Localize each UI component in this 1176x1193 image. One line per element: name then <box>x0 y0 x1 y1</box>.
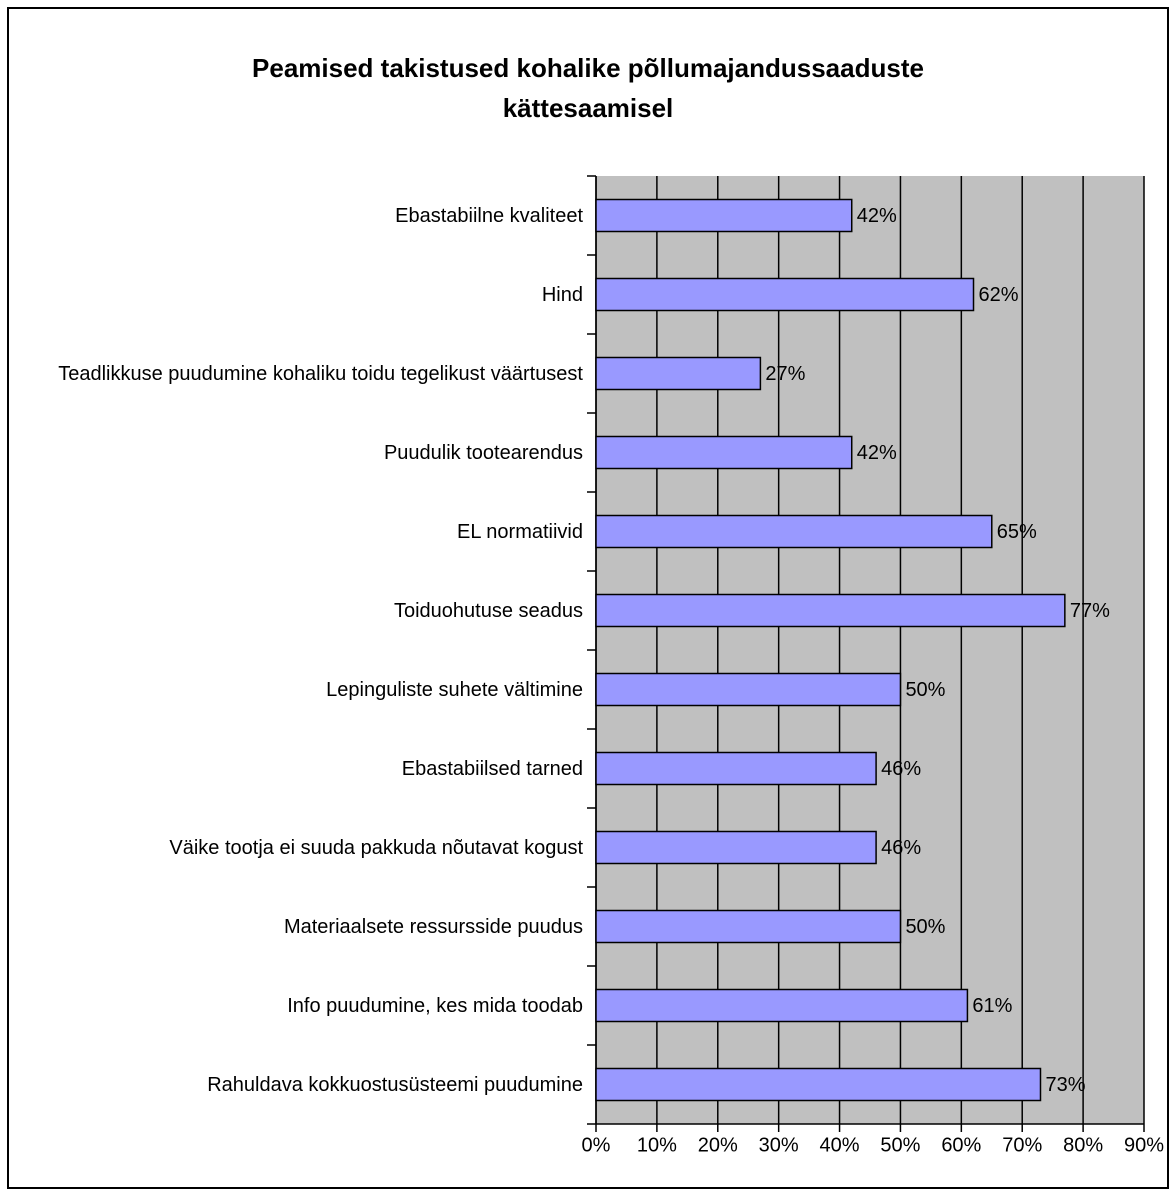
bar <box>595 988 969 1023</box>
data-label: 77% <box>1070 600 1110 622</box>
x-tick-label: 80% <box>1063 1134 1103 1156</box>
category-label-box: Puudulik tootearendus <box>13 439 583 467</box>
data-label: 73% <box>1045 1074 1085 1096</box>
category-label-box: Hind <box>13 281 583 309</box>
y-tick-label: Teadlikkuse puudumine kohaliku toidu teg… <box>58 362 583 385</box>
data-label: 27% <box>765 363 805 385</box>
x-tick-label: 70% <box>1002 1134 1042 1156</box>
bar <box>595 830 877 865</box>
data-label: 42% <box>857 205 897 227</box>
bar <box>595 751 877 786</box>
x-tick-label: 40% <box>820 1134 860 1156</box>
y-tick-label: Puudulik tootearendus <box>383 441 583 464</box>
category-label-box: Väike tootja ei suuda pakkuda nõutavat k… <box>13 834 583 862</box>
y-tick-label: Info puudumine, kes mida toodab <box>287 994 583 1017</box>
y-tick-label: Materiaalsete ressursside puudus <box>283 915 583 938</box>
bar <box>595 593 1066 628</box>
y-tick-label: Ebastabiilne kvaliteet <box>395 204 583 227</box>
data-label: 46% <box>881 758 921 780</box>
bar <box>595 198 853 233</box>
x-tick-label: 30% <box>759 1134 799 1156</box>
category-label-box: Ebastabiilne kvaliteet <box>13 202 583 230</box>
category-label-box: Rahuldava kokkuostusüsteemi puudumine <box>13 1071 583 1099</box>
plot-area <box>596 176 1144 1124</box>
x-tick-label: 0% <box>582 1134 611 1156</box>
y-tick-label: EL normatiivid <box>457 520 583 543</box>
bar <box>595 1067 1042 1102</box>
category-label-box: Ebastabiilsed tarned <box>13 755 583 783</box>
data-label: 62% <box>979 284 1019 306</box>
y-tick-label: Väike tootja ei suuda pakkuda nõutavat k… <box>169 836 583 859</box>
x-tick-label: 60% <box>941 1134 981 1156</box>
category-label-box: Materiaalsete ressursside puudus <box>13 913 583 941</box>
y-tick-label: Hind <box>541 283 583 306</box>
data-label: 50% <box>905 916 945 938</box>
data-label: 42% <box>857 442 897 464</box>
chart-title: Peamised takistused kohalike põllumajand… <box>252 53 924 123</box>
category-label-box: Toiduohutuse seadus <box>13 597 583 625</box>
bar <box>595 356 762 391</box>
data-label: 65% <box>997 521 1037 543</box>
y-tick-label: Ebastabiilsed tarned <box>401 757 583 780</box>
category-label-box: EL normatiivid <box>13 518 583 546</box>
x-tick-label: 10% <box>637 1134 677 1156</box>
bar <box>595 909 902 944</box>
y-tick-label: Rahuldava kokkuostusüsteemi puudumine <box>207 1073 583 1096</box>
data-label: 61% <box>972 995 1012 1017</box>
category-label-box: Teadlikkuse puudumine kohaliku toidu teg… <box>13 360 583 388</box>
data-label: 46% <box>881 837 921 859</box>
category-label-box: Info puudumine, kes mida toodab <box>13 992 583 1020</box>
x-tick-label: 20% <box>698 1134 738 1156</box>
bar <box>595 672 902 707</box>
bar <box>595 277 975 312</box>
data-label: 50% <box>905 679 945 701</box>
bar <box>595 514 993 549</box>
bar <box>595 435 853 470</box>
y-tick-label: Toiduohutuse seadus <box>393 599 583 622</box>
category-label-box: Lepinguliste suhete vältimine <box>13 676 583 704</box>
y-tick-label: Lepinguliste suhete vältimine <box>326 678 583 701</box>
x-tick-label: 50% <box>880 1134 920 1156</box>
x-tick-label: 90% <box>1124 1134 1164 1156</box>
